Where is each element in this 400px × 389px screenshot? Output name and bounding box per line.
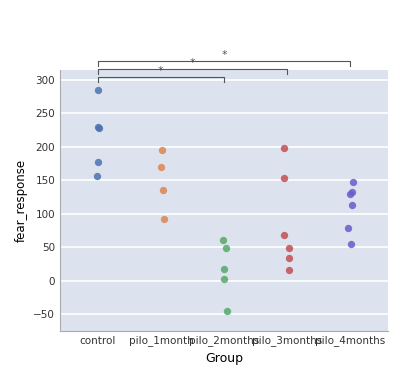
Point [281,175,288,181]
Point [159,147,165,153]
Point [286,267,293,273]
Point [157,164,164,170]
Point [350,179,356,185]
Point [95,87,101,93]
X-axis label: Group: Group [205,352,243,365]
Point [286,245,292,252]
Point [349,202,355,208]
Point [95,159,101,165]
Point [286,255,292,261]
Point [220,237,226,244]
Point [221,266,227,272]
Point [347,191,353,198]
Point [96,125,102,131]
Point [349,189,355,195]
Y-axis label: fear_response: fear_response [15,159,28,242]
Point [221,276,228,282]
Point [281,232,287,238]
Point [94,172,100,179]
Point [95,124,102,131]
Point [344,225,351,231]
Point [161,216,167,222]
Text: *: * [221,50,227,60]
Text: *: * [190,58,195,68]
Point [223,245,229,252]
Text: *: * [158,66,164,76]
Point [224,307,230,314]
Point [348,241,354,247]
Point [281,145,288,151]
Point [160,187,166,193]
